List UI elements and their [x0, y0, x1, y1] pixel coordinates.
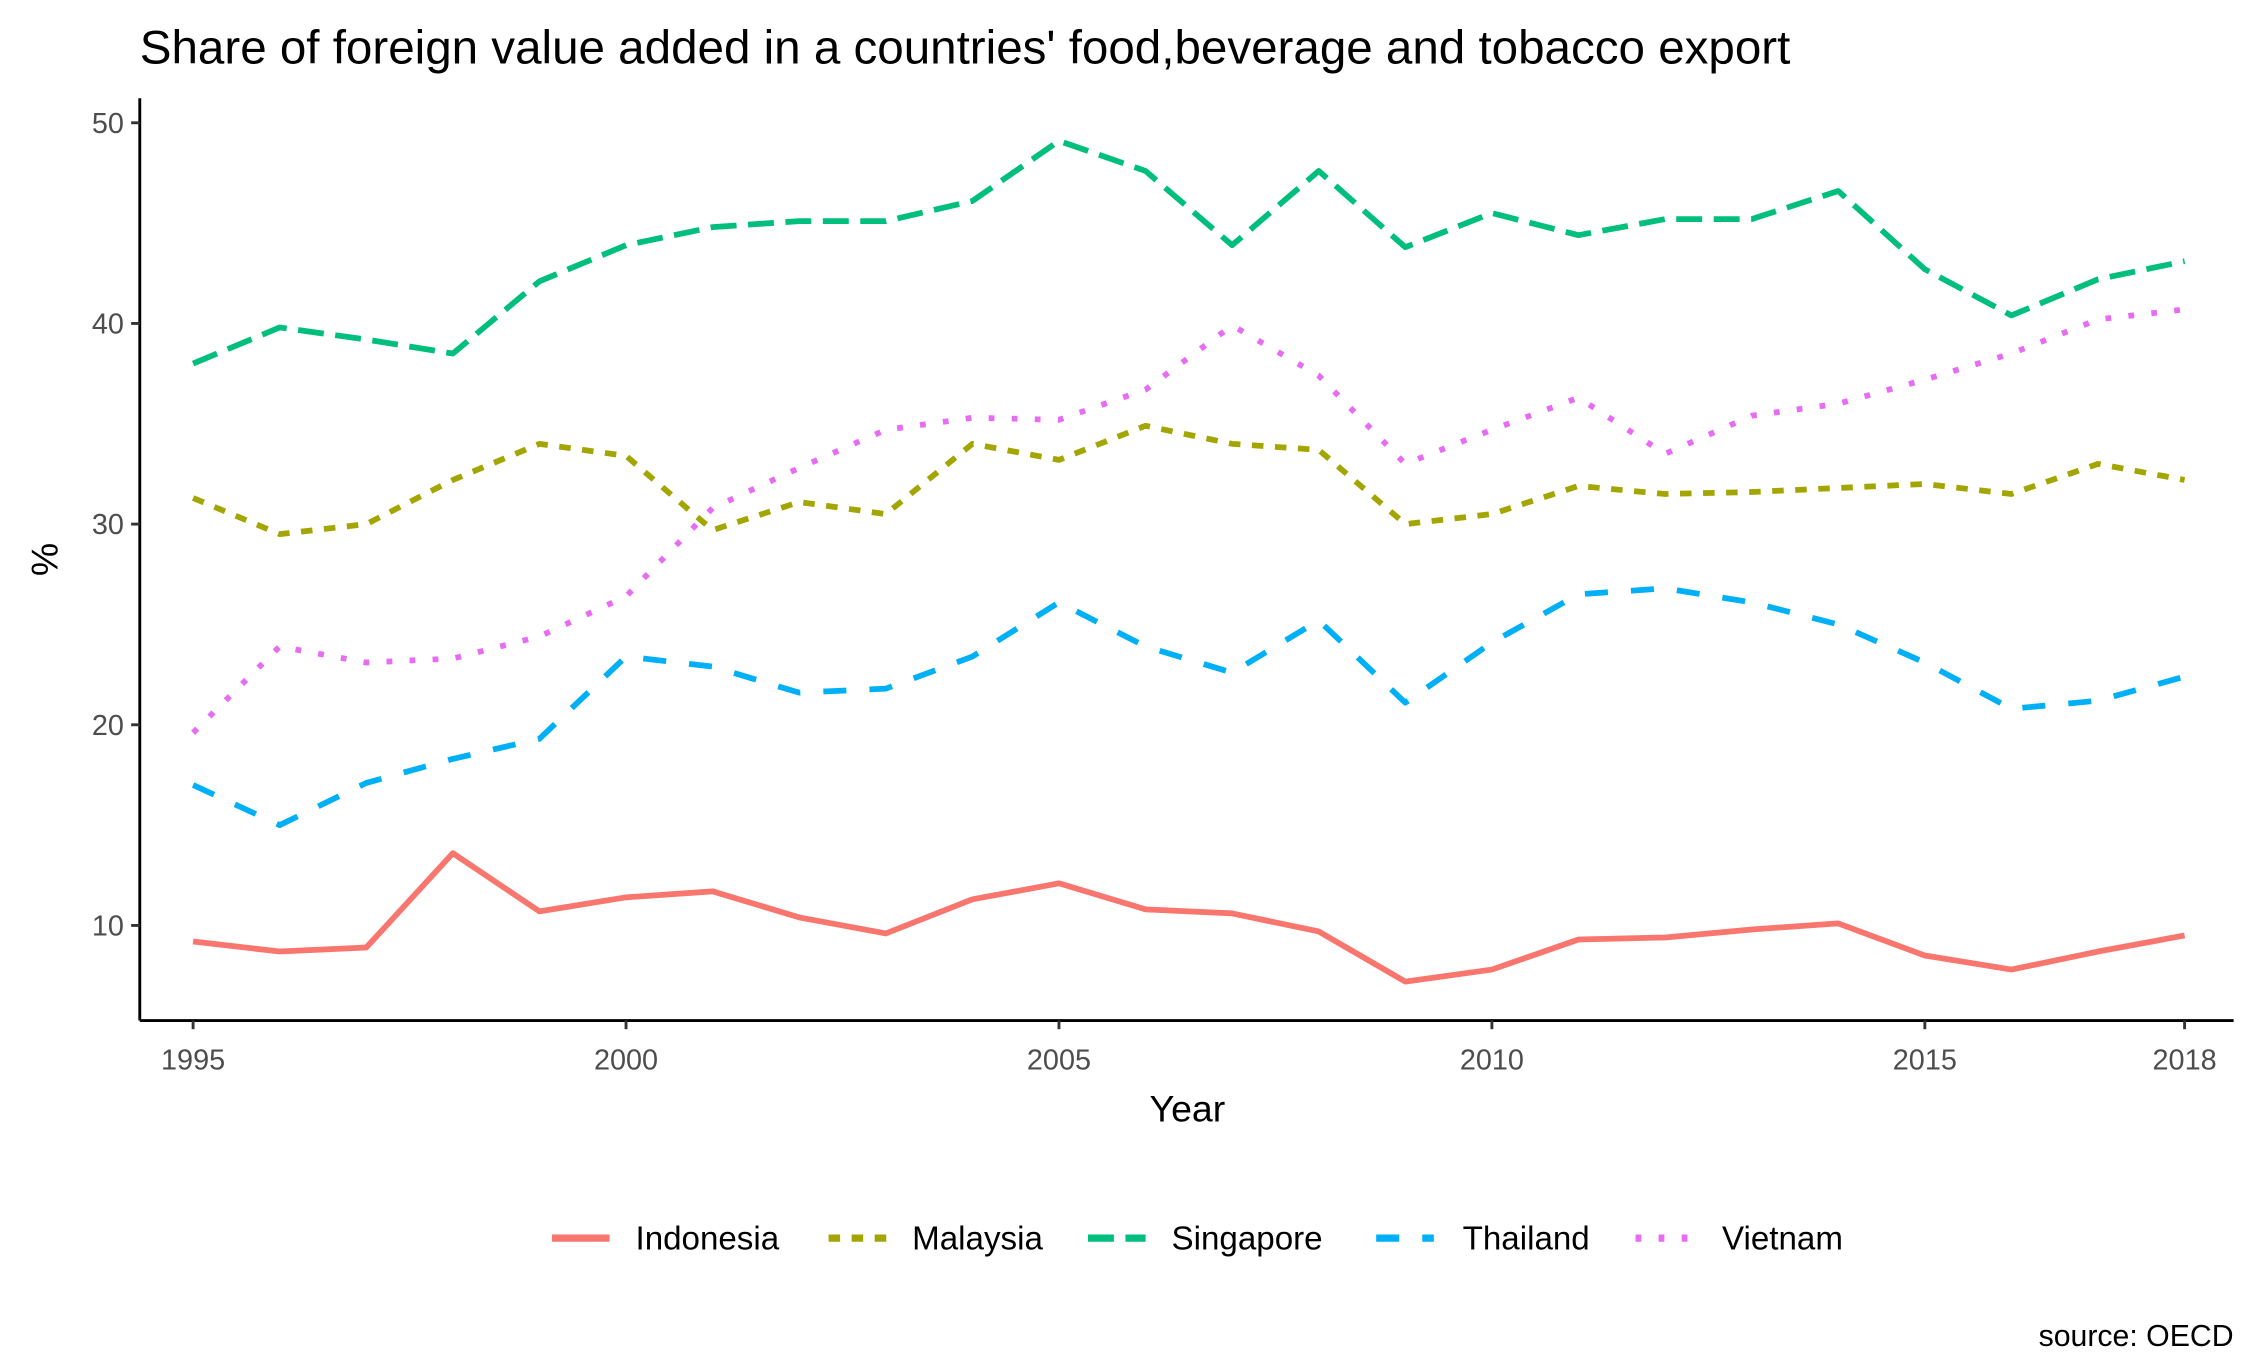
series-line-singapore [191, 137, 2186, 367]
y-ticks: 10 20 30 40 50 [92, 108, 140, 943]
caption: source: OECD [2039, 1320, 2234, 1353]
x-tick-label: 2010 [1460, 1045, 1524, 1077]
chart-title: Share of foreign value added in a countr… [140, 22, 1791, 75]
legend-label: Malaysia [912, 1221, 1043, 1258]
series-line-vietnam [191, 306, 2185, 735]
y-tick-label: 40 [92, 309, 124, 341]
x-axis-title: Year [1150, 1087, 1226, 1129]
x-tick-label: 2018 [2153, 1045, 2217, 1077]
x-tick-label: 2015 [1893, 1045, 1957, 1077]
series-layer [191, 137, 2186, 985]
y-tick-label: 50 [92, 108, 124, 140]
x-tick-label: 2000 [594, 1045, 658, 1077]
legend-item-indonesia: Indonesia [551, 1221, 780, 1258]
legend-label: Vietnam [1722, 1221, 1843, 1258]
legend: Indonesia Malaysia Singapore Thailand Vietna… [551, 1221, 1843, 1258]
y-tick-label: 30 [92, 509, 124, 541]
y-tick-label: 10 [92, 911, 124, 943]
legend-item-singapore: Singapore [1087, 1221, 1323, 1258]
legend-item-malaysia: Malaysia [828, 1221, 1043, 1258]
series-line-indonesia [192, 850, 2186, 985]
legend-label: Singapore [1172, 1221, 1323, 1258]
legend-label: Indonesia [635, 1221, 779, 1258]
x-tick-label: 2005 [1027, 1045, 1091, 1077]
legend-item-vietnam: Vietnam [1635, 1221, 1843, 1258]
legend-item-thailand: Thailand [1376, 1221, 1590, 1258]
series-line-malaysia [191, 422, 2186, 538]
series-line-thailand [191, 585, 2186, 828]
x-tick-label: 1995 [161, 1045, 225, 1077]
x-ticks: 1995 2000 2005 2010 2015 2018 [161, 1020, 2217, 1077]
y-tick-label: 20 [92, 710, 124, 742]
legend-label: Thailand [1463, 1221, 1590, 1258]
y-axis-title: % [24, 543, 66, 576]
